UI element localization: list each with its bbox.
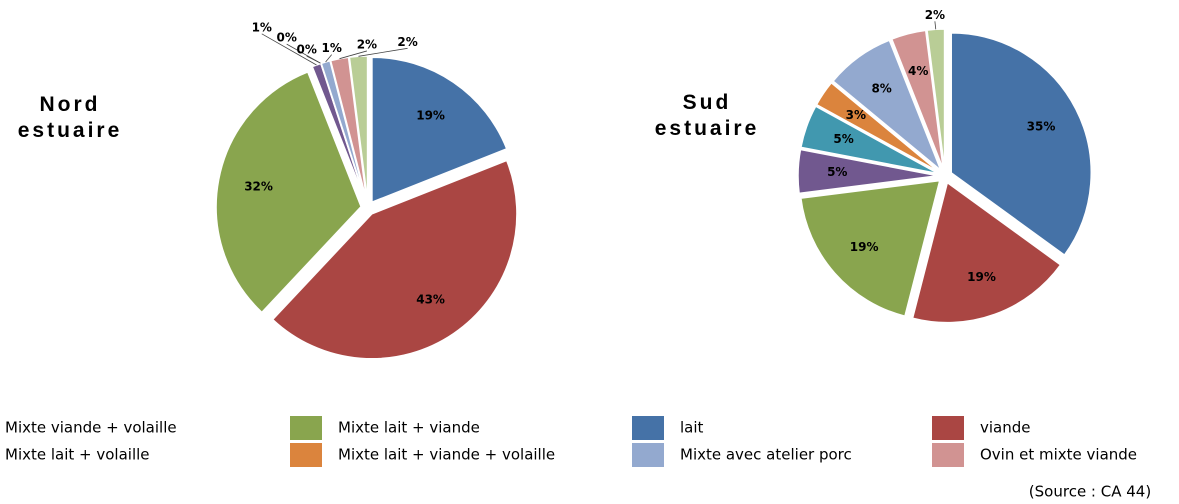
legend-swatch [932, 416, 964, 440]
pie-slice [271, 159, 518, 360]
data-label: 4% [908, 64, 928, 78]
legend-label: viande [980, 419, 1031, 437]
legend-label: Mixte lait + viande [338, 419, 480, 437]
data-label: 3% [846, 108, 866, 122]
leader-line [261, 33, 317, 66]
leader-line [306, 55, 322, 64]
data-label: 1% [252, 20, 272, 34]
legend-swatch [290, 416, 322, 440]
legend-label: lait [680, 419, 704, 437]
pie-slice [348, 55, 369, 202]
pie-slice [215, 70, 362, 314]
data-label: 5% [827, 165, 847, 179]
pie-slice [371, 56, 508, 204]
data-label: 19% [967, 270, 996, 284]
data-label: 2% [357, 37, 377, 51]
data-label: 0% [297, 43, 317, 57]
leader-line [339, 50, 368, 60]
legend-swatch [632, 443, 664, 467]
chart-title: Sud estuaire [655, 91, 760, 140]
data-label: 5% [833, 132, 853, 146]
pie-slice [950, 32, 1092, 257]
data-label: 2% [925, 8, 945, 22]
legend-swatch [932, 443, 964, 467]
pie-slice [831, 39, 942, 171]
pie-slice [800, 179, 941, 318]
pie-slice [911, 181, 1062, 324]
data-label: 0% [277, 31, 297, 45]
chart-title: Nord estuaire [18, 93, 123, 142]
data-label: 8% [871, 81, 891, 95]
legend-swatch [290, 443, 322, 467]
legend-label: Mixte lait + viande + volaille [338, 446, 555, 464]
legend-label: Ovin et mixte viande [980, 446, 1137, 464]
leader-line [358, 47, 408, 57]
pie-slice [890, 29, 945, 170]
pie-slice [329, 56, 368, 202]
legend-label: Mixte viande + volaille [5, 419, 177, 437]
pie-slice [800, 105, 939, 175]
leader-line [325, 54, 332, 63]
pie-slice [815, 81, 940, 173]
pie-slice [797, 148, 939, 195]
legend-swatch [632, 416, 664, 440]
data-label: 35% [1027, 120, 1056, 134]
pie-slice [926, 28, 946, 170]
legend-label: Mixte lait + volaille [5, 446, 150, 464]
data-label: 43% [416, 293, 445, 307]
data-label: 19% [416, 108, 445, 122]
data-label: 32% [244, 180, 273, 194]
data-label: 19% [850, 240, 879, 254]
source: (Source : CA 44) [1029, 483, 1151, 501]
legend-label: Mixte avec atelier porc [680, 446, 852, 464]
data-label: 1% [321, 41, 341, 55]
data-label: 2% [397, 35, 417, 49]
leader-line [934, 21, 937, 30]
